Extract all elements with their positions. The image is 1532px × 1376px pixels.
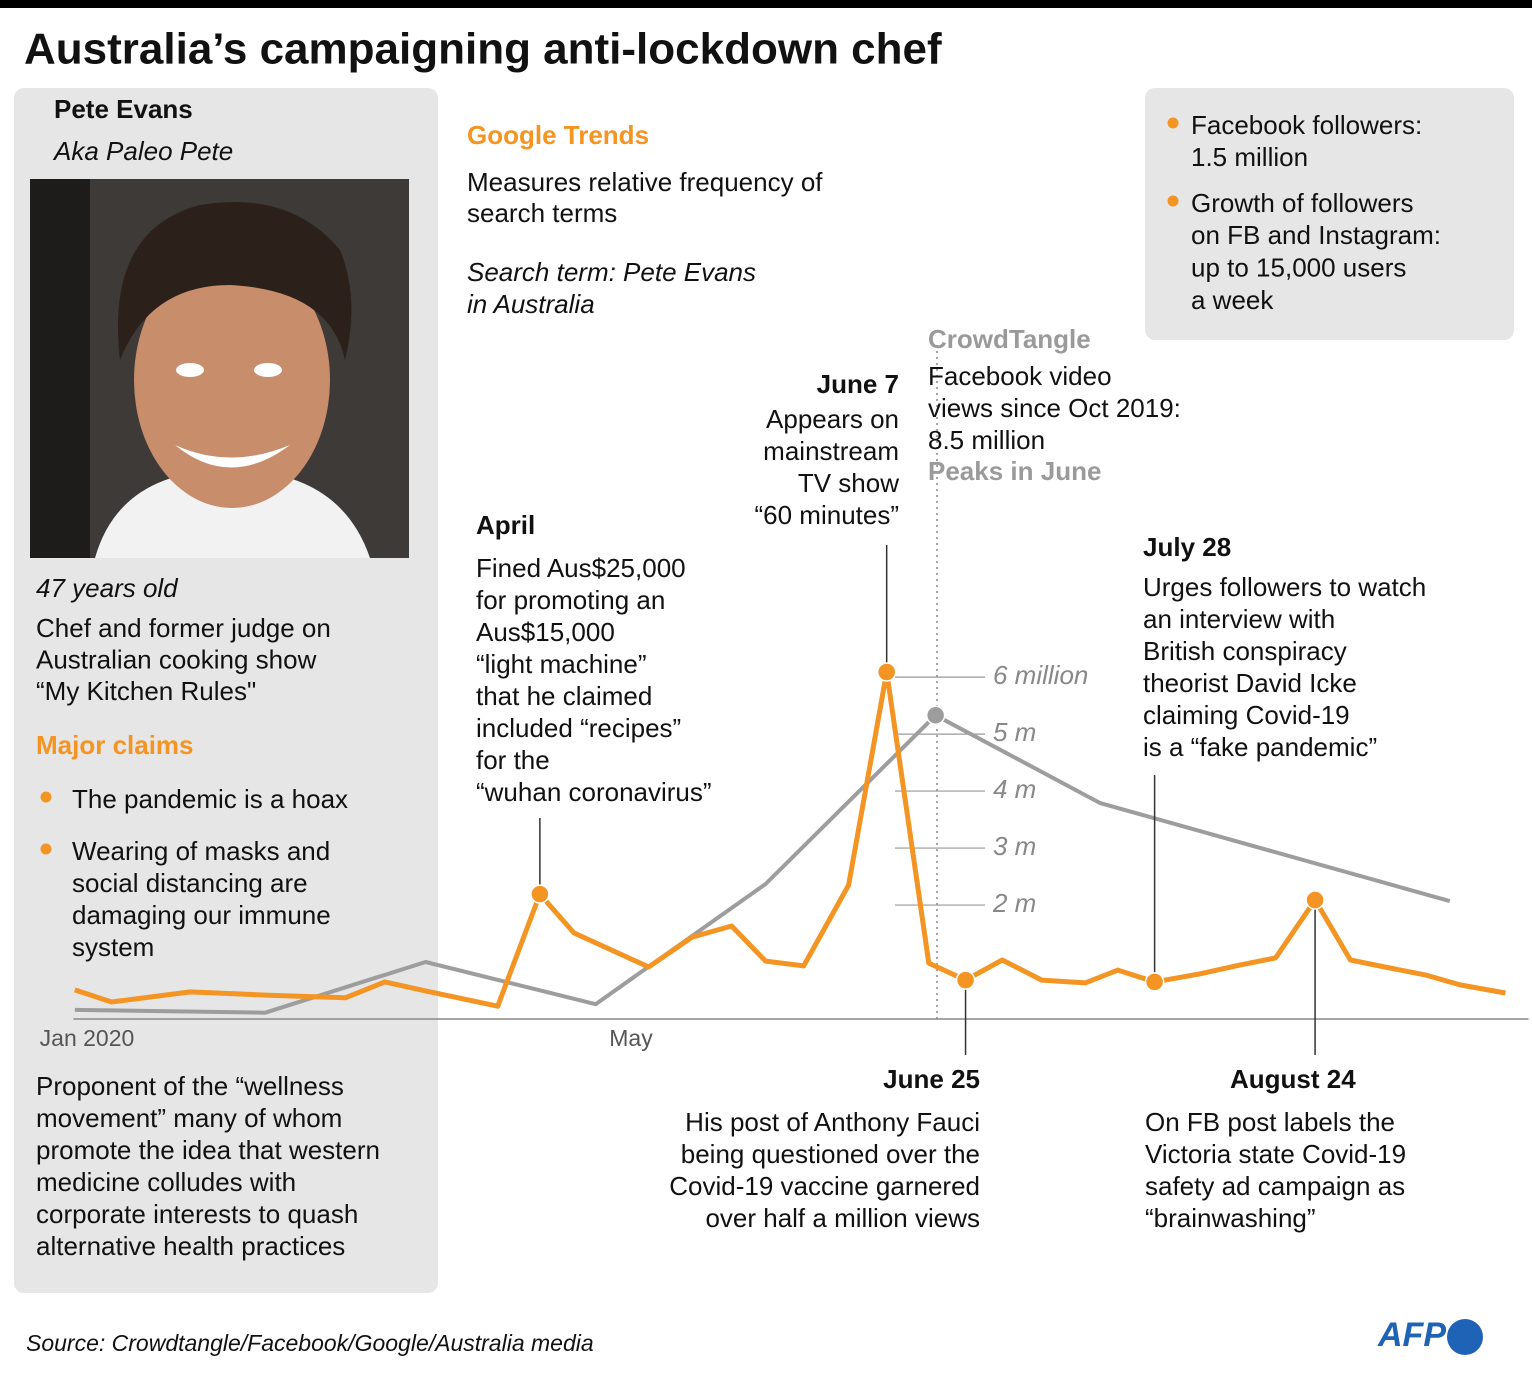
annotation-text: for the [476,745,550,775]
annotation-date: June 7 [817,369,899,399]
crowdtangle-note: Peaks in June [928,456,1101,486]
stats-panel [1145,88,1514,340]
annotation-text: over half a million views [705,1203,980,1233]
annotation-text: “light machine” [476,649,647,679]
photo-hair [117,202,352,360]
claims-heading: Major claims [36,730,194,760]
annotation-text: Aus$15,000 [476,617,615,647]
source: Source: Crowdtangle/Facebook/Google/Aust… [26,1330,594,1356]
point [876,662,897,682]
point [530,884,550,904]
annotation-text: is a “fake pandemic” [1143,732,1377,762]
claim: The pandemic is a hoax [72,784,348,814]
crowdtangle-description: Facebook video [928,361,1112,391]
annotation-text: “60 minutes” [755,500,900,530]
annotation-text: mainstream [763,436,899,466]
annotation-date: June 25 [883,1064,980,1094]
crowdtangle-heading: CrowdTangle [928,324,1091,354]
description: “My Kitchen Rules" [36,676,256,706]
y-tick-label: 4 m [993,774,1036,804]
stat: on FB and Instagram: [1191,220,1441,250]
photo-shirt [95,470,370,558]
annotation-date: July 28 [1143,532,1231,562]
claim: system [72,932,154,962]
description: Australian cooking show [36,644,317,674]
point [925,705,946,726]
logo-dot [1447,1319,1483,1355]
claim: damaging our immune [72,900,331,930]
bullet [40,791,52,803]
note: movement” many of whom [36,1103,342,1133]
bullet [1167,195,1179,207]
note: medicine colludes with [36,1167,296,1197]
annotation-text: Appears on [766,404,899,434]
search-term: in Australia [467,289,595,319]
point [955,970,976,990]
point [1305,890,1325,910]
x-tick-label: Jan 2020 [40,1025,135,1051]
annotation-date: August 24 [1230,1064,1356,1094]
bullet [1167,117,1179,129]
annotation-text: TV show [798,468,899,498]
credit: AFP [1377,1316,1446,1354]
annotation-text: theorist David Icke [1143,668,1357,698]
note: promote the idea that western [36,1135,380,1165]
photo-face [134,252,330,508]
name: Pete Evans [54,94,193,124]
stat: Growth of followers [1191,188,1414,218]
annotation-text: “brainwashing” [1145,1203,1316,1233]
trends-description: Measures relative frequency of [467,167,823,197]
trends-description: search terms [467,198,617,228]
annotation-date: April [476,510,535,540]
photo-smile [175,445,290,468]
photo-shade [30,179,90,558]
annotation-text: Fined Aus$25,000 [476,553,686,583]
age: 47 years old [36,573,179,603]
note: corporate interests to quash [36,1199,358,1229]
claim: Wearing of masks and [72,836,330,866]
annotation-text: Victoria state Covid-19 [1145,1139,1406,1169]
annotation-text: an interview with [1143,604,1335,634]
crowdtangle-description: views since Oct 2019: [928,393,1181,423]
y-tick-label: 2 m [992,888,1036,918]
note: alternative health practices [36,1231,345,1261]
crowdtangle-description: 8.5 million [928,425,1045,455]
annotation-text: safety ad campaign as [1145,1171,1405,1201]
top-bar [0,0,1532,8]
annotation-text: On FB post labels the [1145,1107,1395,1137]
photo [30,179,409,558]
x-tick-label: May [609,1025,653,1051]
stat: 1.5 million [1191,142,1308,172]
annotation-text: Urges followers to watch [1143,572,1426,602]
title: Australia’s campaigning anti-lockdown ch… [24,25,942,74]
trends-heading: Google Trends [467,120,649,150]
annotation-text: that he claimed [476,681,652,711]
y-tick-label: 3 m [993,831,1036,861]
claim: social distancing are [72,868,308,898]
annotation-text: “wuhan coronavirus” [476,777,712,807]
photo-eye [176,363,204,377]
y-tick-label: 6 million [993,660,1088,690]
y-tick-label: 5 m [993,717,1036,747]
alias: Aka Paleo Pete [52,136,233,166]
annotation-text: for promoting an [476,585,665,615]
photo-eye [254,363,282,377]
annotation-text: claiming Covid-19 [1143,700,1350,730]
stat: Facebook followers: [1191,110,1422,140]
search-term: Search term: Pete Evans [467,257,756,287]
annotation-text: included “recipes” [476,713,681,743]
stat: up to 15,000 users [1191,252,1406,282]
description: Chef and former judge on [36,613,331,643]
annotation-text: Covid-19 vaccine garnered [669,1171,980,1201]
annotation-text: British conspiracy [1143,636,1347,666]
annotation-text: His post of Anthony Fauci [685,1107,980,1137]
stat: a week [1191,285,1274,315]
annotation-text: being questioned over the [681,1139,980,1169]
point [1144,972,1165,992]
bullet [40,843,52,855]
note: Proponent of the “wellness [36,1071,344,1101]
